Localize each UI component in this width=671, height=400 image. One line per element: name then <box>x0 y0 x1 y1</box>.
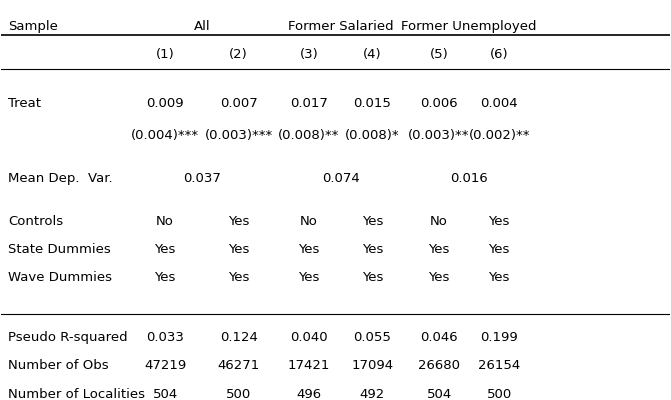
Text: Yes: Yes <box>298 243 319 256</box>
Text: (0.008)**: (0.008)** <box>278 129 340 142</box>
Text: All: All <box>193 20 210 33</box>
Text: 500: 500 <box>486 388 512 400</box>
Text: 26680: 26680 <box>418 360 460 372</box>
Text: 46271: 46271 <box>217 360 260 372</box>
Text: Treat: Treat <box>8 97 41 110</box>
Text: (4): (4) <box>363 48 382 61</box>
Text: (3): (3) <box>299 48 318 61</box>
Text: 0.015: 0.015 <box>354 97 391 110</box>
Text: Yes: Yes <box>362 243 383 256</box>
Text: Yes: Yes <box>228 215 250 228</box>
Text: Yes: Yes <box>228 243 250 256</box>
Text: 0.006: 0.006 <box>420 97 458 110</box>
Text: 0.007: 0.007 <box>219 97 258 110</box>
Text: Former Salaried: Former Salaried <box>288 20 393 33</box>
Text: (0.002)**: (0.002)** <box>468 129 530 142</box>
Text: 0.037: 0.037 <box>183 172 221 185</box>
Text: (1): (1) <box>156 48 174 61</box>
Text: Yes: Yes <box>154 271 176 284</box>
Text: 500: 500 <box>226 388 251 400</box>
Text: 0.046: 0.046 <box>420 331 458 344</box>
Text: Yes: Yes <box>154 243 176 256</box>
Text: (6): (6) <box>490 48 509 61</box>
Text: 0.074: 0.074 <box>321 172 360 185</box>
Text: (0.008)*: (0.008)* <box>345 129 399 142</box>
Text: 26154: 26154 <box>478 360 520 372</box>
Text: (0.003)**: (0.003)** <box>409 129 470 142</box>
Text: 47219: 47219 <box>144 360 187 372</box>
Text: 496: 496 <box>296 388 321 400</box>
Text: State Dummies: State Dummies <box>8 243 111 256</box>
Text: 504: 504 <box>152 388 178 400</box>
Text: 0.009: 0.009 <box>146 97 184 110</box>
Text: 0.055: 0.055 <box>354 331 391 344</box>
Text: Yes: Yes <box>488 271 510 284</box>
Text: Controls: Controls <box>8 215 63 228</box>
Text: 0.040: 0.040 <box>290 331 327 344</box>
Text: 0.004: 0.004 <box>480 97 518 110</box>
Text: Yes: Yes <box>428 271 450 284</box>
Text: 504: 504 <box>427 388 452 400</box>
Text: Yes: Yes <box>362 271 383 284</box>
Text: 0.033: 0.033 <box>146 331 184 344</box>
Text: Yes: Yes <box>298 271 319 284</box>
Text: 492: 492 <box>360 388 385 400</box>
Text: Yes: Yes <box>428 243 450 256</box>
Text: Yes: Yes <box>362 215 383 228</box>
Text: Mean Dep.  Var.: Mean Dep. Var. <box>8 172 113 185</box>
Text: Sample: Sample <box>8 20 58 33</box>
Text: (5): (5) <box>429 48 448 61</box>
Text: 0.016: 0.016 <box>450 172 488 185</box>
Text: No: No <box>156 215 174 228</box>
Text: 0.017: 0.017 <box>290 97 327 110</box>
Text: 17094: 17094 <box>351 360 393 372</box>
Text: (0.004)***: (0.004)*** <box>131 129 199 142</box>
Text: (2): (2) <box>229 48 248 61</box>
Text: No: No <box>300 215 317 228</box>
Text: Number of Obs: Number of Obs <box>8 360 109 372</box>
Text: Wave Dummies: Wave Dummies <box>8 271 112 284</box>
Text: 17421: 17421 <box>288 360 330 372</box>
Text: 0.199: 0.199 <box>480 331 518 344</box>
Text: Former Unemployed: Former Unemployed <box>401 20 537 33</box>
Text: Yes: Yes <box>228 271 250 284</box>
Text: (0.003)***: (0.003)*** <box>205 129 272 142</box>
Text: Number of Localities: Number of Localities <box>8 388 145 400</box>
Text: Yes: Yes <box>488 215 510 228</box>
Text: 0.124: 0.124 <box>219 331 258 344</box>
Text: No: No <box>430 215 448 228</box>
Text: Yes: Yes <box>488 243 510 256</box>
Text: Pseudo R-squared: Pseudo R-squared <box>8 331 127 344</box>
